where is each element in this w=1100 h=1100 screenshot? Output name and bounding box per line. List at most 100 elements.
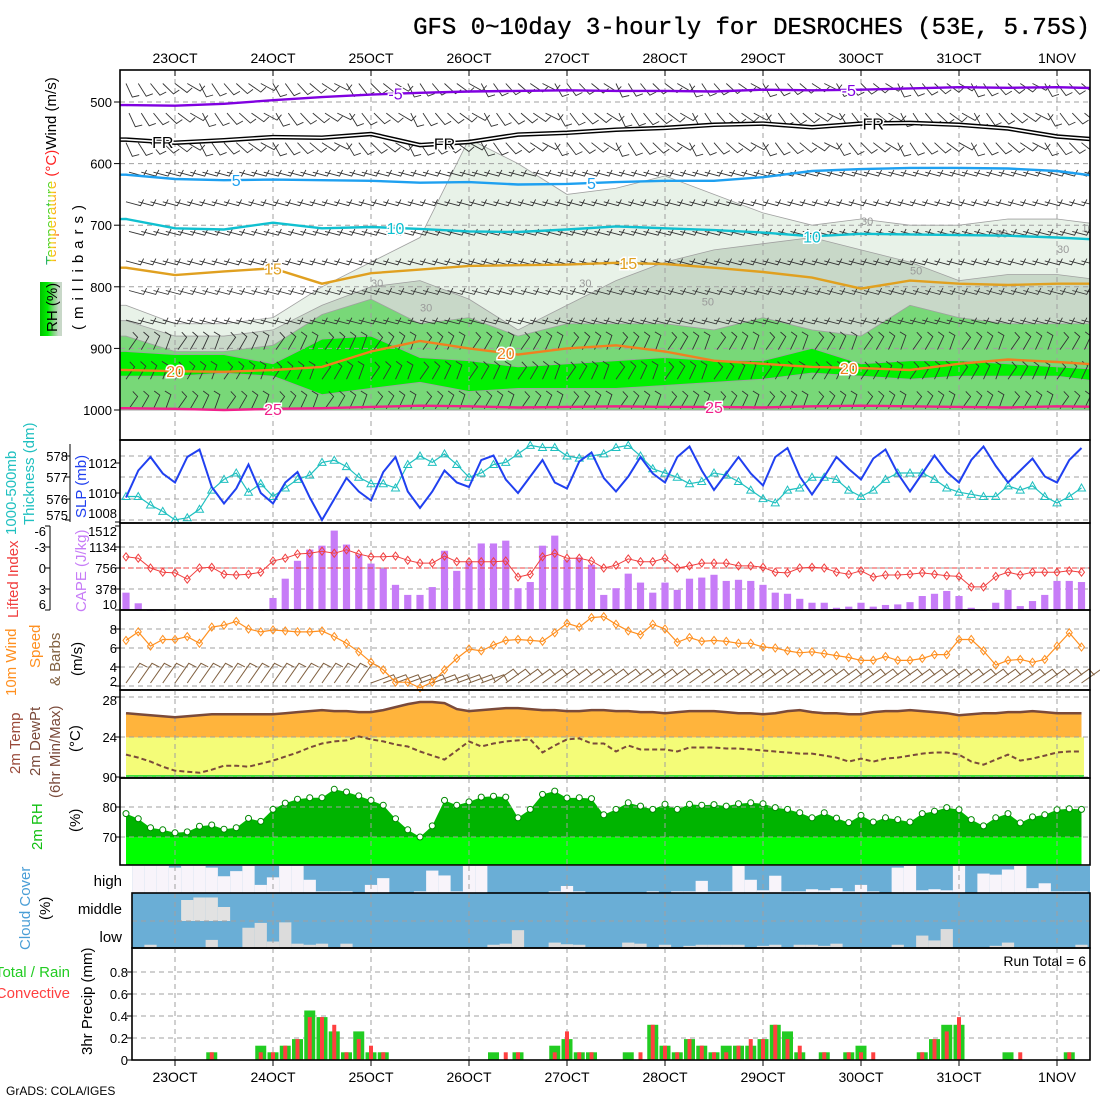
wind-barb	[336, 390, 346, 410]
wind-barb	[726, 317, 745, 325]
cape-bar	[404, 594, 412, 610]
wind-barb	[922, 317, 941, 325]
wind-speed-point	[355, 646, 363, 657]
thickness-point	[635, 450, 646, 460]
wind-barb	[654, 390, 662, 409]
wind-barb	[692, 390, 700, 409]
wind-barb	[324, 287, 344, 295]
lifted-index-point	[661, 553, 669, 564]
wind-barb-10m	[787, 668, 813, 684]
wind-barb	[422, 169, 442, 177]
wind-barb	[140, 331, 150, 350]
wind-barb	[334, 83, 353, 91]
wind-barb	[667, 331, 678, 350]
rh-point	[857, 811, 865, 819]
wind-barb	[753, 287, 772, 295]
wind-barb	[922, 199, 941, 207]
wind-barb	[333, 361, 343, 380]
rh-point	[698, 801, 706, 809]
wind-barb	[1020, 317, 1039, 325]
wind-barb	[983, 317, 1002, 325]
wind-barb	[713, 83, 731, 96]
low-cloud-clear	[499, 943, 512, 948]
cloud-high-label: high	[94, 873, 122, 890]
rh-point	[122, 810, 130, 818]
wind-barb	[1010, 112, 1029, 124]
precip-conv-bar	[320, 1017, 324, 1060]
wind-barb	[643, 228, 662, 236]
wind-barb	[1046, 331, 1054, 350]
wind-barb	[728, 331, 738, 350]
thickness-point	[537, 442, 548, 451]
wind-barb	[174, 361, 185, 380]
wind-barb	[1035, 390, 1043, 409]
thickness-point	[856, 491, 866, 500]
wind-barb	[447, 112, 465, 124]
wind-barb	[814, 112, 833, 122]
cape-tick-label: 10	[103, 597, 117, 612]
wind-barb	[373, 391, 384, 410]
wind-barb	[398, 112, 417, 122]
wind-barb	[885, 258, 904, 266]
wind-barb	[226, 287, 246, 295]
wind-barb	[594, 228, 613, 236]
temp-bottom-strip	[126, 775, 1084, 778]
thickness-point	[758, 493, 768, 503]
wind-barb	[799, 258, 818, 266]
high-cloud-clear	[867, 891, 880, 893]
cape-bar	[955, 596, 963, 610]
wind-speed-point	[894, 655, 902, 666]
rh-point	[490, 792, 497, 800]
wind-barb-10m	[970, 668, 997, 684]
wind-barb	[248, 142, 267, 152]
wind-barb-10m	[615, 668, 642, 684]
low-cloud-clear	[805, 944, 819, 948]
wind-barb	[667, 287, 687, 295]
wind-barb	[983, 83, 999, 97]
wind-barb	[202, 287, 221, 295]
wind-barb	[578, 361, 588, 380]
wind-barb	[272, 142, 288, 157]
precip-conv-bar	[712, 1052, 716, 1060]
wind-barb	[946, 142, 965, 153]
precip-conv-bar	[638, 1052, 643, 1060]
wind-barb	[983, 199, 1002, 207]
wind-barb	[591, 361, 599, 380]
cape-bar	[967, 607, 975, 610]
high-cloud-clear	[744, 879, 757, 893]
precip-total-bar	[488, 1052, 499, 1060]
rh-point	[931, 807, 938, 815]
wind-barb	[615, 199, 635, 207]
wind-speed-point	[747, 638, 755, 649]
wind-speed-point	[122, 635, 130, 646]
rh-point	[379, 801, 387, 809]
wind-barb	[667, 169, 687, 177]
thickness-point	[427, 457, 438, 466]
wind-barb	[1032, 142, 1051, 151]
wind-barb	[934, 258, 953, 266]
wind-barb	[912, 391, 923, 410]
wind-barb	[508, 112, 526, 125]
lifted-index-point	[967, 582, 975, 592]
top-time-label: 24OCT	[250, 50, 296, 66]
wind-barb	[125, 142, 140, 157]
precip-tick-label: 0.8	[110, 965, 128, 980]
wind-barb	[162, 317, 181, 325]
lifted-index-point	[771, 567, 779, 578]
wind-barb	[187, 199, 206, 207]
wind-barb	[542, 142, 561, 151]
wind-barb	[349, 112, 364, 127]
cape-bar	[355, 554, 363, 610]
lifted-index-point	[979, 582, 988, 592]
wind-barb	[125, 361, 136, 380]
wind-barb	[713, 258, 733, 266]
wind-barb	[995, 142, 1013, 155]
top-time-label: 23OCT	[152, 50, 198, 66]
wind-barb	[346, 199, 365, 207]
lifted-index-point	[624, 554, 632, 564]
wind-barb	[545, 390, 553, 409]
lifted-index-point	[281, 553, 289, 564]
wind-barb-10m	[284, 662, 307, 684]
thickness-point	[623, 440, 634, 449]
wind-barb-10m	[468, 674, 496, 684]
